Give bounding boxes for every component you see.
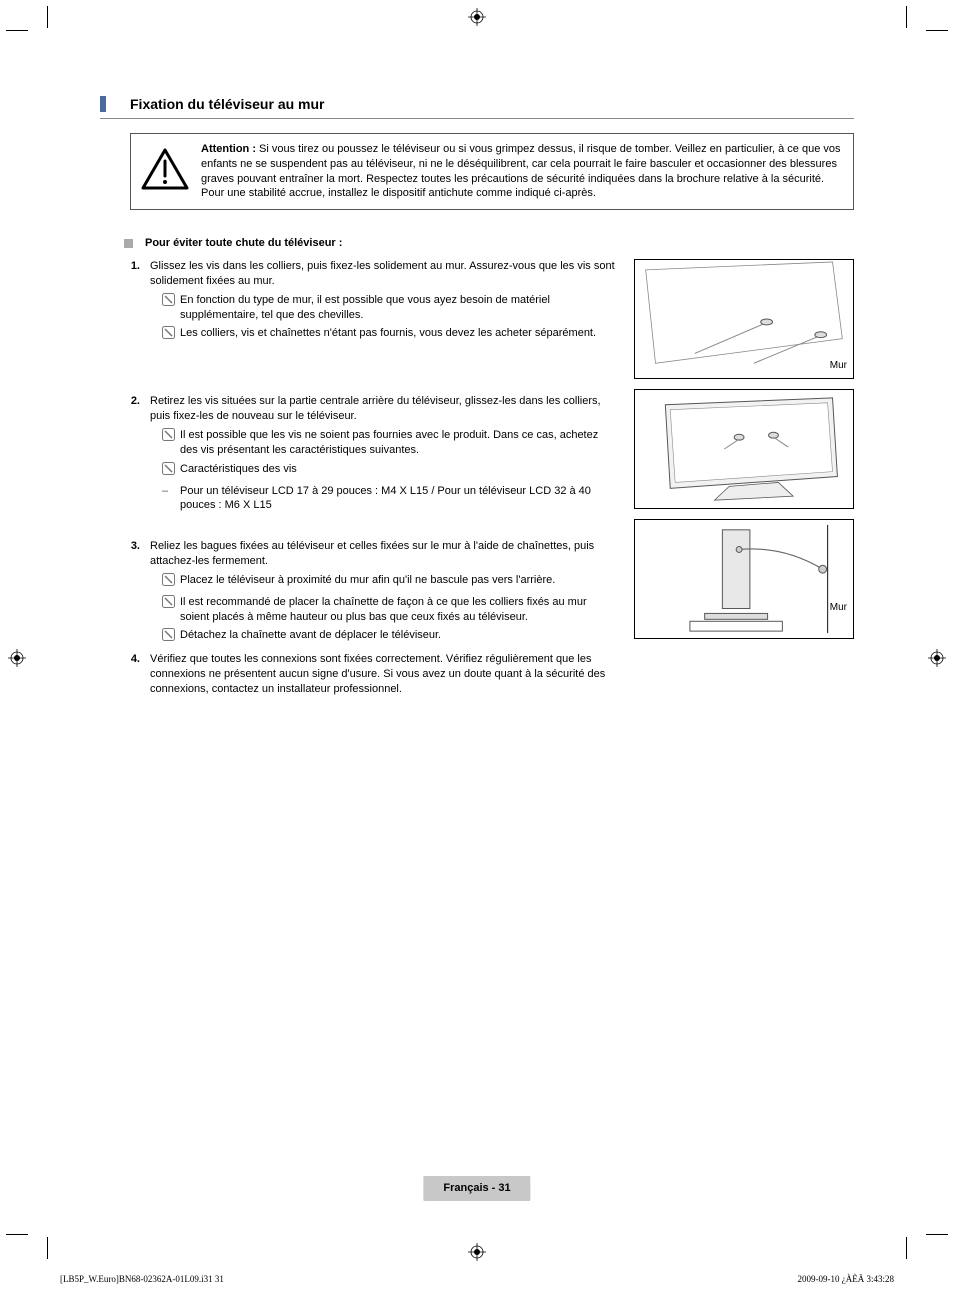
note-item: Placez le téléviseur à proximité du mur … [150,573,616,591]
section-accent-bar [100,96,106,112]
crop-mark [926,1234,948,1235]
crop-mark [6,1234,28,1235]
steps-column: 1. Glissez les vis dans les colliers, pu… [124,259,616,723]
subsection-header: Pour éviter toute chute du téléviseur : [124,236,854,251]
note-icon [162,573,180,591]
crop-mark [6,30,28,31]
step-text: Reliez les bagues fixées au téléviseur e… [150,539,616,569]
note-icon [162,428,180,446]
step-text: Vérifiez que toutes les connexions sont … [150,652,616,697]
note-text: Il est possible que les vis ne soient pa… [180,428,616,458]
figure-tv-tethered: Mur [634,519,854,639]
caution-box: Attention : Si vous tirez ou poussez le … [130,133,854,210]
note-icon [162,595,180,613]
figure-label: Mur [830,359,847,373]
registration-mark-icon [468,8,486,26]
caution-body: Si vous tirez ou poussez le téléviseur o… [201,143,841,200]
note-text: Détachez la chaînette avant de déplacer … [180,628,616,643]
section-header: Fixation du téléviseur au mur [100,95,854,119]
crop-mark [47,1237,48,1259]
step-number: 2. [124,394,150,409]
page-number-text: Français - 31 [443,1182,510,1194]
crop-mark [47,6,48,28]
note-icon [162,462,180,480]
note-item: Caractéristiques des vis [150,462,616,480]
warning-icon [141,142,191,195]
note-item: Les colliers, vis et chaînettes n'étant … [150,326,616,344]
step-text: Retirez les vis situées sur la partie ce… [150,394,616,424]
note-text: En fonction du type de mur, il est possi… [180,293,616,323]
crop-mark [906,6,907,28]
step-number: 3. [124,539,150,554]
note-icon [162,293,180,311]
step-number: 4. [124,652,150,667]
figure-tv-back [634,389,854,509]
note-item: Il est possible que les vis ne soient pa… [150,428,616,458]
step-number: 1. [124,259,150,274]
dash-icon: – [162,484,180,499]
page-body: Fixation du téléviseur au mur Attention … [55,40,899,1225]
registration-mark-icon [8,649,26,667]
figure-label: Mur [830,601,847,615]
step-item: 3. Reliez les bagues fixées au téléviseu… [124,539,616,646]
note-text: Placez le téléviseur à proximité du mur … [180,573,616,588]
note-item: En fonction du type de mur, il est possi… [150,293,616,323]
section-title: Fixation du téléviseur au mur [130,95,325,114]
crop-mark [906,1237,907,1259]
registration-mark-icon [468,1243,486,1261]
step-item: 2. Retirez les vis situées sur la partie… [124,394,616,513]
note-icon [162,326,180,344]
page-number-badge: Français - 31 [423,1176,530,1201]
step-item: 4. Vérifiez que toutes les connexions so… [124,652,616,697]
figures-column: Mur [634,259,854,723]
subsection-title: Pour éviter toute chute du téléviseur : [145,236,342,251]
step-item: 1. Glissez les vis dans les colliers, pu… [124,259,616,344]
caution-text: Attention : Si vous tirez ou poussez le … [201,142,843,201]
note-text: Caractéristiques des vis [180,462,616,477]
bullet-square-icon [124,239,133,248]
note-text: Pour un téléviseur LCD 17 à 29 pouces : … [180,484,616,514]
registration-mark-icon [928,649,946,667]
figure-wall-anchors: Mur [634,259,854,379]
note-text: Il est recommandé de placer la chaînette… [180,595,616,625]
print-footer: [LB5P_W.Euro]BN68-02362A-01L09.i31 31 20… [60,1273,894,1285]
crop-mark [926,30,948,31]
note-item: – Pour un téléviseur LCD 17 à 29 pouces … [150,484,616,514]
caution-label: Attention : [201,143,256,155]
note-item: Il est recommandé de placer la chaînette… [150,595,616,625]
note-item: Détachez la chaînette avant de déplacer … [150,628,616,646]
note-icon [162,628,180,646]
print-footer-right: 2009-09-10 ¿ÀÈÄ 3:43:28 [798,1273,895,1285]
print-footer-left: [LB5P_W.Euro]BN68-02362A-01L09.i31 31 [60,1273,224,1285]
step-text: Glissez les vis dans les colliers, puis … [150,259,616,289]
note-text: Les colliers, vis et chaînettes n'étant … [180,326,616,341]
